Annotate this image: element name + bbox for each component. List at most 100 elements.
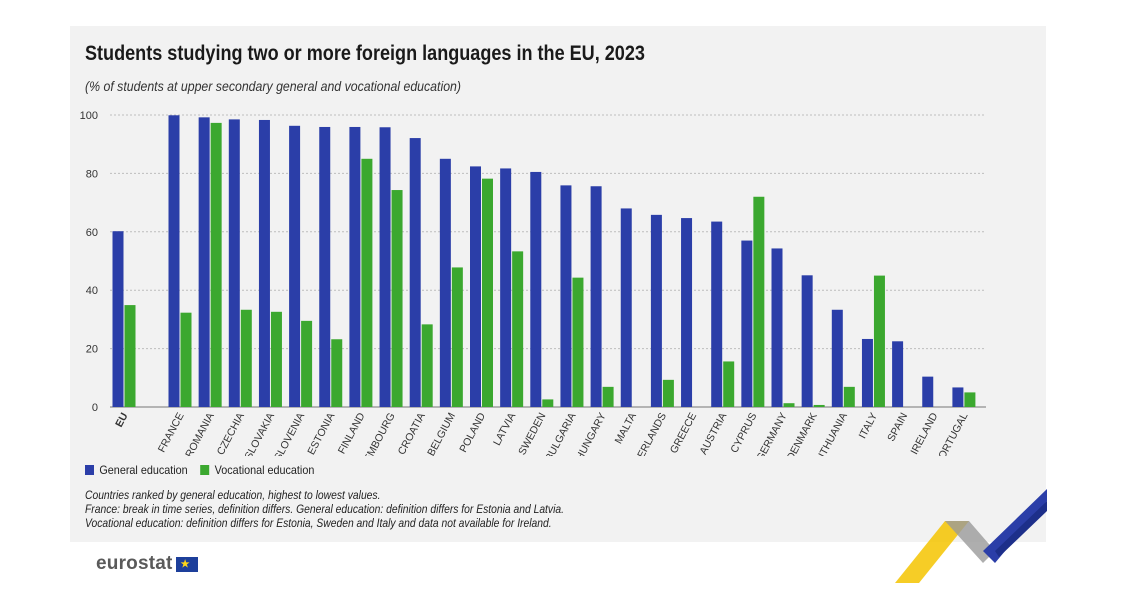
bar-vocational (240, 309, 252, 407)
x-tick-label: FINLAND (336, 410, 368, 456)
chart-panel: Students studying two or more foreign la… (70, 26, 1046, 542)
y-tick-label: 0 (92, 402, 98, 414)
bar-general (530, 171, 542, 407)
bar-general (801, 275, 813, 407)
bar-general (379, 127, 391, 407)
bar-vocational (662, 379, 674, 407)
bar-general (228, 119, 240, 407)
deco-blue-stripe (983, 489, 1047, 563)
bar-vocational (723, 361, 735, 407)
bar-chart: 0 20 40 60 80 100 EU FRANCEROMANIACZECHIASLOVAK… (80, 110, 986, 456)
bar-vocational (361, 158, 373, 407)
bar-vocational (391, 190, 403, 407)
bar-general (922, 376, 934, 407)
x-tick-label: FRANCE (156, 411, 187, 455)
legend-label-general: General education (99, 463, 188, 477)
bar-vocational (602, 386, 614, 407)
x-tick-label: ROMANIA (183, 411, 217, 456)
bar-vocational (512, 251, 524, 407)
y-tick-label: 20 (86, 344, 98, 356)
bar-vocational (301, 320, 313, 407)
legend-swatch-general (85, 465, 94, 475)
bar-vocational (753, 196, 765, 407)
bar-general (560, 185, 572, 407)
deco-blue-stripe-2 (995, 501, 1047, 557)
deco-yellow-stripe (895, 521, 969, 583)
x-tick-label: SPAIN (885, 411, 910, 444)
bar-vocational (542, 399, 554, 407)
x-tick-label: CROATIA (396, 411, 428, 456)
note-line: France: break in time series, definition… (85, 502, 564, 516)
x-tick-label: CYPRUS (728, 411, 759, 455)
chart-subtitle: (% of students at upper secondary genera… (85, 78, 462, 94)
x-tick-label: POLAND (457, 410, 488, 454)
note-line: Vocational education: definition differs… (85, 516, 552, 530)
eurostat-logo: eurostat ★ (96, 553, 198, 575)
x-tick-label: AUSTRIA (697, 411, 729, 456)
bar-vocational (180, 312, 192, 407)
bar-vocational (572, 277, 584, 407)
bar-vocational (331, 339, 343, 407)
x-tick-label: BELGIUM (425, 411, 458, 456)
bar-general (620, 208, 632, 407)
bar-general (650, 214, 662, 407)
bar-general (439, 158, 451, 407)
bar-general (258, 119, 270, 408)
bar-general (349, 126, 361, 408)
x-tick-label: EU (113, 411, 130, 430)
bar-general (198, 117, 210, 407)
x-tick-label: SLOVAKIA (242, 411, 277, 456)
y-tick-label: 40 (86, 285, 98, 297)
bar-general (952, 387, 964, 407)
bar-general (711, 221, 723, 407)
x-tick-label: HUNGARY (574, 411, 609, 456)
bar-general (112, 231, 124, 407)
logo-text: eurostat (96, 553, 173, 574)
bar-vocational (451, 267, 463, 407)
bar-general (500, 168, 512, 407)
chart-legend: General education Vocational education (85, 463, 327, 477)
bar-general (289, 125, 301, 407)
y-tick-label: 80 (86, 168, 98, 180)
legend-swatch-vocational (200, 465, 210, 475)
x-tick-label: BULGARIA (543, 411, 579, 456)
bar-general (892, 341, 904, 407)
bar-general (168, 115, 180, 408)
x-tick-label: ITALY (857, 411, 881, 441)
x-tick-label: MALTA (613, 411, 639, 446)
x-tick-label: GREECE (668, 411, 699, 456)
bar-general (861, 338, 873, 407)
bar-general (319, 126, 331, 408)
x-tick-label: SLOVENIA (272, 411, 307, 456)
bar-vocational (210, 122, 222, 407)
bar-vocational (964, 392, 976, 407)
x-tick-label: SWEDEN (516, 411, 548, 456)
legend-item-vocational: Vocational education (200, 463, 314, 477)
bar-vocational (843, 386, 855, 407)
chart-notes: Countries ranked by general education, h… (85, 488, 564, 530)
bar-general (590, 186, 602, 407)
eu-flag-icon: ★ (175, 556, 198, 572)
bar-general (409, 138, 421, 407)
bar-vocational (270, 311, 282, 407)
x-tick-label: DENMARK (785, 411, 820, 456)
decorative-chevron-graphic (895, 489, 1047, 583)
bar-vocational (783, 403, 795, 407)
chart-title: Students studying two or more foreign la… (85, 42, 645, 65)
bar-general (741, 240, 753, 407)
bar-vocational (813, 404, 825, 407)
bar-general (681, 218, 693, 407)
x-tick-label: GERMANY (754, 411, 790, 456)
legend-label-vocational: Vocational education (214, 463, 315, 477)
x-tick-label: LATVIA (491, 411, 518, 448)
bar-vocational (873, 275, 885, 407)
x-tick-label: ESTONIA (305, 411, 337, 456)
deco-grey-stripe (945, 521, 995, 563)
bar-general (771, 248, 783, 407)
bar-general (470, 166, 481, 407)
x-tick-label: CZECHIA (215, 411, 247, 456)
y-tick-label: 100 (80, 110, 98, 122)
bar-vocational (482, 178, 493, 407)
bar-vocational (421, 324, 433, 407)
x-tick-label: IRELAND (908, 410, 940, 456)
